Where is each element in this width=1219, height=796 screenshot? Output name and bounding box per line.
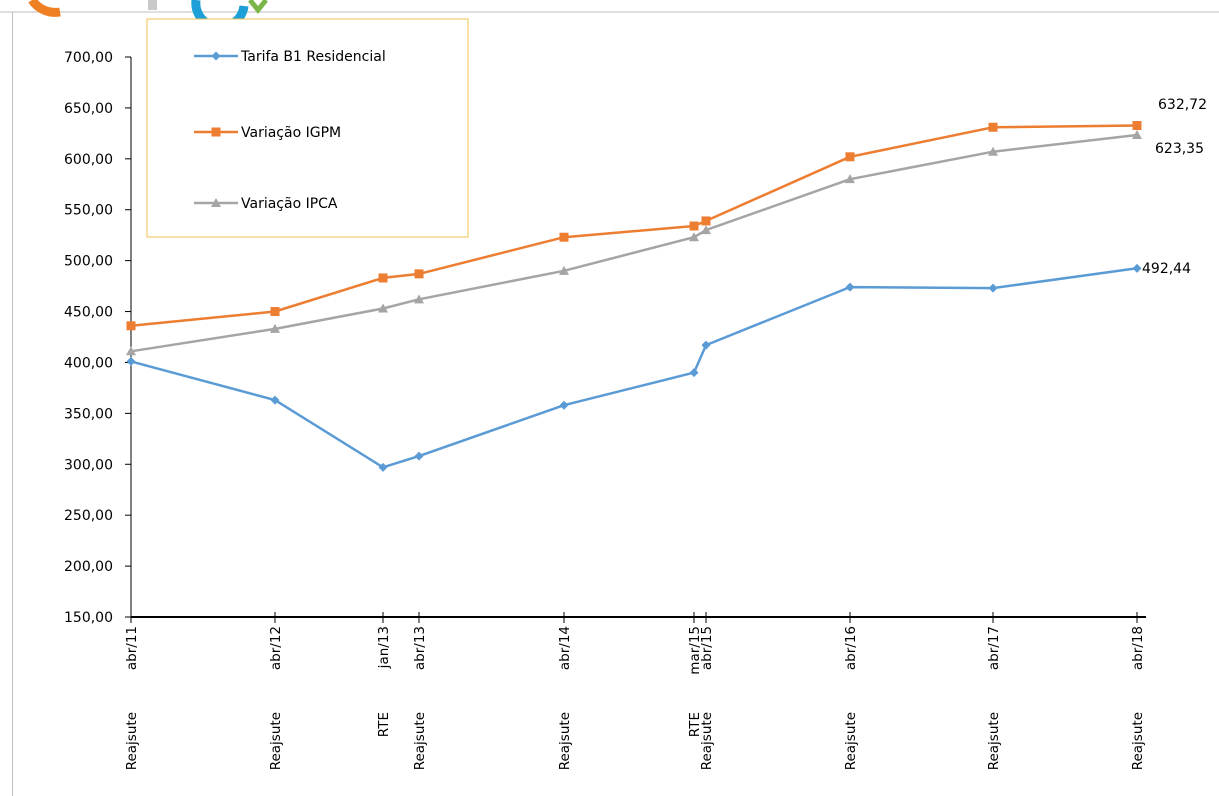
series-line (130, 133, 1138, 353)
x-category-event: Reajsute (124, 712, 140, 770)
x-category-event: Reajsute (268, 712, 284, 770)
plot-series: 492,44 632,72 623,35 (126, 97, 1207, 472)
x-category-event: RTE (687, 712, 703, 737)
legend: Tarifa B1 Residencial Variação IGPM Variaç… (146, 18, 469, 238)
x-category-event: Reajsute (412, 712, 428, 770)
data-point (701, 340, 711, 350)
data-point (559, 265, 569, 275)
x-category-event: Reajsute (557, 712, 573, 770)
data-point (378, 273, 388, 283)
x-axis: abr/11 Reajsute abr/12 Reajsute jan/13 RTE abr… (124, 612, 1146, 770)
y-tick-label: 250,00 (64, 508, 113, 524)
legend-label: Variação IPCA (241, 196, 338, 212)
x-category-event: Reajsute (1130, 712, 1146, 770)
y-tick-label: 200,00 (64, 559, 113, 575)
data-point (701, 216, 711, 226)
legend-swatch-marker (211, 51, 221, 61)
logo-gray-bar (148, 0, 157, 10)
data-point (414, 269, 424, 279)
data-point (270, 307, 280, 317)
legend-label: Tarifa B1 Residencial (240, 49, 386, 65)
y-tick-label: 600,00 (64, 152, 113, 168)
data-point (378, 303, 388, 313)
data-point (270, 395, 280, 405)
data-point (689, 221, 699, 231)
series-tarifa-b1-residencial: 492,44 (126, 261, 1191, 472)
x-category-date: abr/16 (843, 626, 859, 670)
data-point (845, 152, 855, 162)
data-point (270, 323, 280, 333)
x-category-event: RTE (376, 712, 392, 737)
x-category-date: abr/15 (699, 626, 715, 670)
data-point (559, 400, 569, 410)
legend-entry: Variação IPCA (194, 196, 338, 212)
end-data-label: 632,72 (1158, 97, 1207, 113)
x-category-event: Reajsute (699, 712, 715, 770)
y-tick-label: 150,00 (64, 610, 113, 626)
x-category-date: abr/12 (268, 626, 284, 670)
x-category-date: jan/13 (376, 626, 392, 669)
y-axis: 700,00 650,00 600,00 550,00 500,00 450,00 400,… (64, 50, 132, 626)
x-category-event: Reajsute (986, 712, 1002, 770)
x-category-date: mar/15 (687, 626, 703, 675)
series-varia-o-ipca: 623,35 (126, 130, 1204, 356)
y-tick-label: 700,00 (64, 50, 113, 66)
data-point (414, 294, 424, 304)
data-point (988, 122, 998, 132)
legend-swatch-marker (211, 127, 221, 137)
data-point (559, 232, 569, 242)
x-category-event: Reajsute (843, 712, 859, 770)
series-varia-o-igpm: 632,72 (126, 97, 1207, 331)
y-tick-label: 550,00 (64, 203, 113, 219)
series-line (130, 124, 1138, 328)
legend-entry: Variação IGPM (194, 125, 341, 141)
x-category-date: abr/14 (557, 626, 573, 670)
y-tick-label: 650,00 (64, 101, 113, 117)
y-tick-label: 350,00 (64, 406, 113, 422)
x-category-date: abr/11 (124, 626, 140, 670)
legend-label: Variação IGPM (241, 125, 341, 141)
end-data-label: 623,35 (1155, 141, 1204, 157)
data-point (988, 283, 998, 293)
data-point (378, 462, 388, 472)
data-point (701, 225, 711, 235)
data-point (689, 232, 699, 242)
data-point (126, 321, 136, 331)
data-point (1132, 263, 1142, 273)
x-category-date: abr/13 (412, 626, 428, 670)
legend-swatch-marker (211, 198, 221, 207)
legend-entry: Tarifa B1 Residencial (194, 49, 386, 65)
y-tick-label: 400,00 (64, 355, 113, 371)
data-point (126, 356, 136, 366)
y-tick-label: 500,00 (64, 254, 113, 270)
y-tick-label: 450,00 (64, 305, 113, 321)
logo-orange-arc (28, 0, 61, 17)
data-point (689, 368, 699, 378)
x-category-date: abr/17 (986, 626, 1002, 670)
end-data-label: 492,44 (1142, 261, 1191, 277)
data-point (414, 451, 424, 461)
data-point (126, 346, 136, 356)
x-category-date: abr/18 (1130, 626, 1146, 670)
y-tick-label: 300,00 (64, 457, 113, 473)
data-point (988, 146, 998, 156)
data-point (1132, 121, 1142, 131)
data-point (1132, 130, 1142, 140)
data-point (845, 174, 855, 184)
series-line (130, 267, 1138, 469)
data-point (845, 282, 855, 292)
logo-green-mark (248, 0, 268, 15)
